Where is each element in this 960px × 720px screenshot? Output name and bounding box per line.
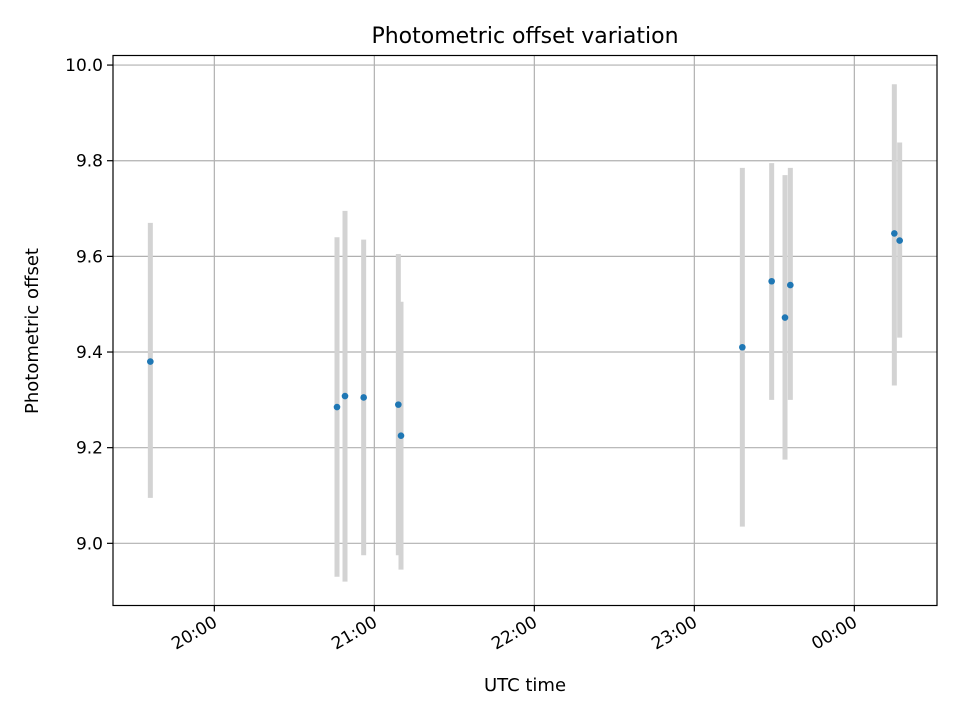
y-axis-ticks: 9.0 9.2 9.4 9.6 9.8 10.0 — [65, 56, 113, 554]
data-point — [787, 281, 794, 289]
x-axis-label: UTC time — [484, 675, 566, 696]
y-tick-label: 9.8 — [76, 152, 103, 172]
y-tick-label: 9.2 — [76, 439, 103, 459]
data-point — [360, 394, 367, 401]
y-tick-label: 9.4 — [76, 343, 103, 363]
data-point — [896, 237, 903, 244]
data-point — [147, 358, 154, 365]
y-tick-label: 10.0 — [65, 56, 103, 76]
data-point — [768, 277, 775, 285]
data-point — [333, 403, 341, 411]
plot-frame — [112, 54, 938, 607]
y-tick-label: 9.6 — [76, 247, 103, 267]
data-point — [781, 314, 789, 321]
y-axis-label: Photometric offset — [22, 248, 43, 414]
data-point — [395, 401, 402, 408]
data-point — [739, 343, 746, 351]
data-point — [341, 392, 349, 400]
data-points — [147, 230, 903, 440]
data-point — [397, 432, 405, 440]
chart-title: Photometric offset variation — [371, 24, 678, 49]
grid — [113, 55, 937, 606]
data-point — [891, 230, 898, 237]
y-tick-label: 9.0 — [76, 534, 103, 554]
